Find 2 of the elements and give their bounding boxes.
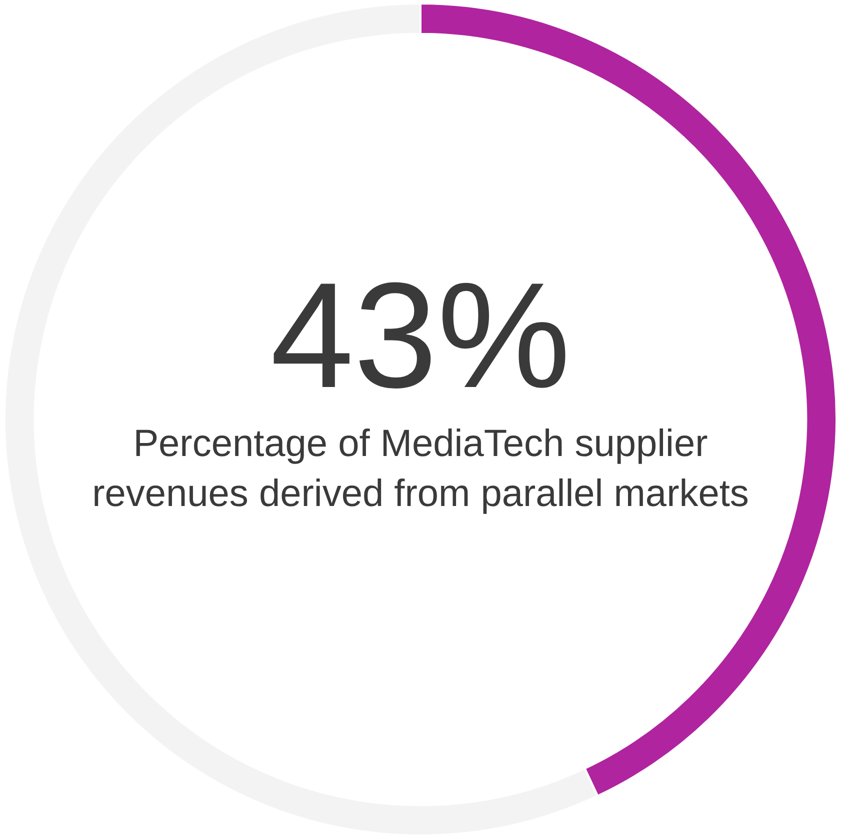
text: Percentage of MediaTech supplier revenues derived from parallel markets <box>91 422 750 516</box>
data-label: 43% <box>270 251 571 420</box>
